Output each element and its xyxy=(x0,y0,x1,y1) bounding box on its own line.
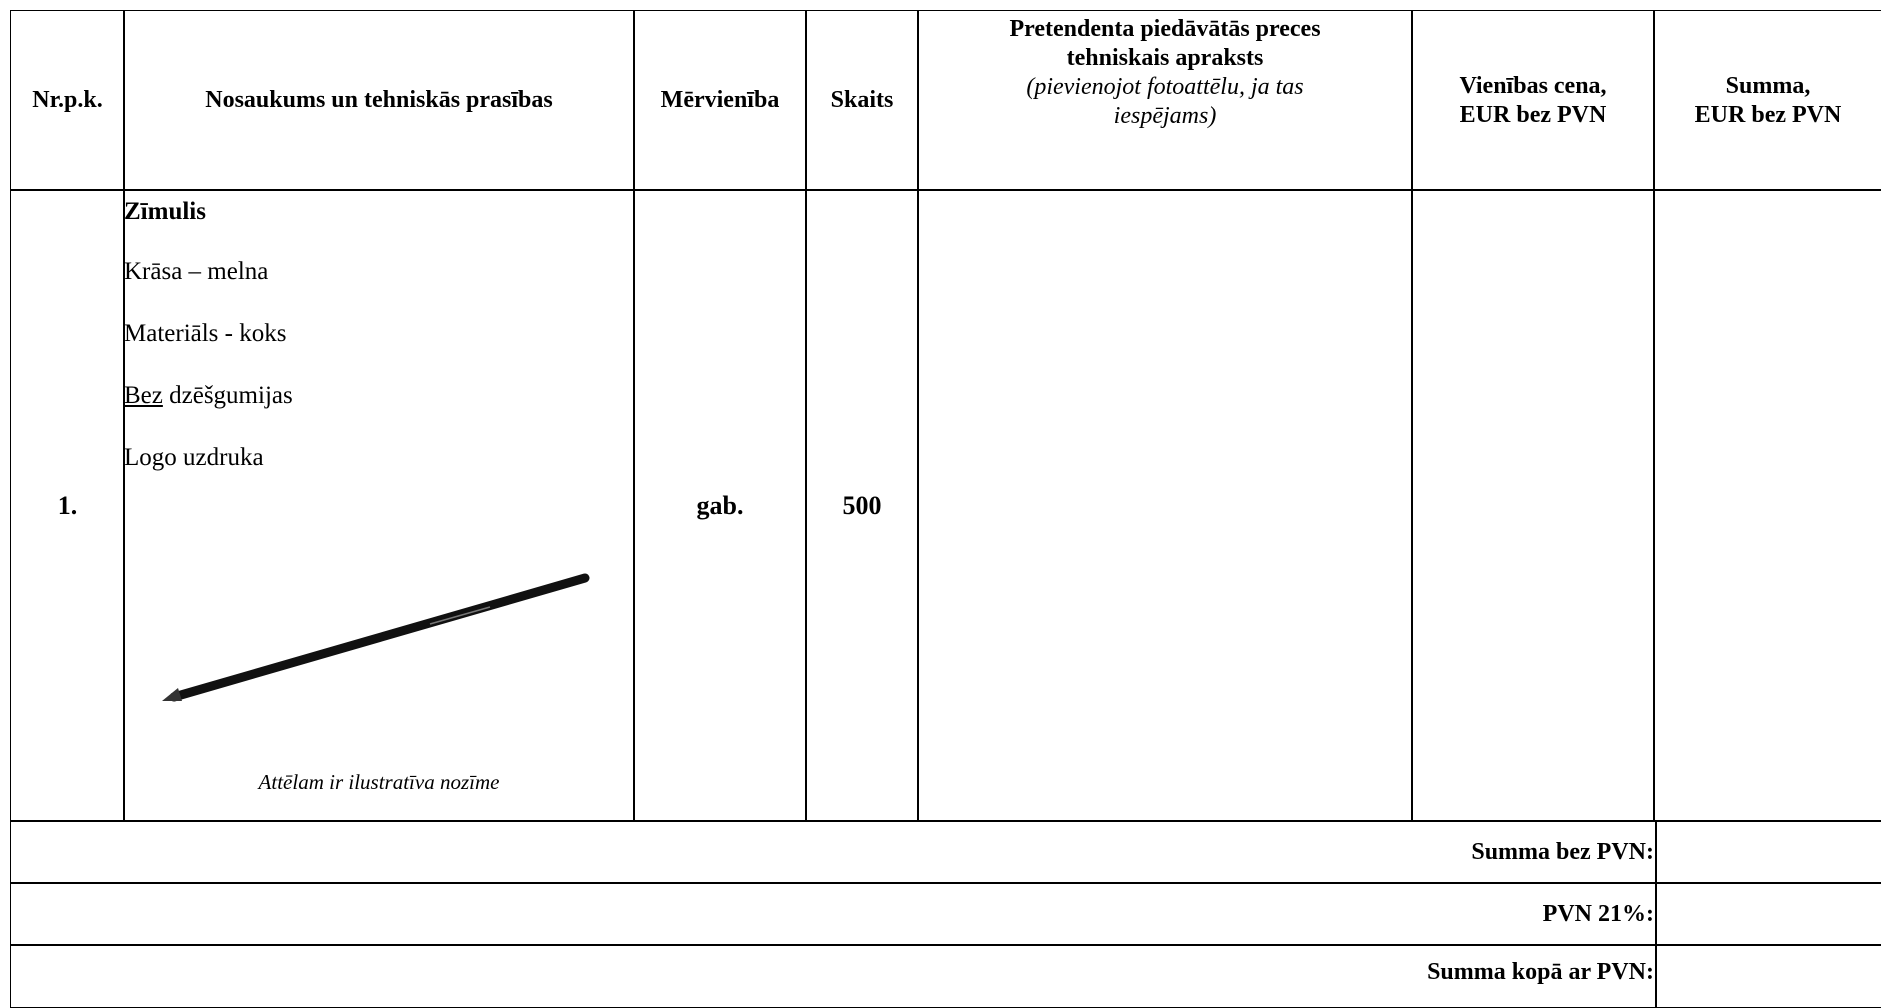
cell xyxy=(917,189,1413,822)
image-caption: Attēlam ir ilustratīva nozīme xyxy=(258,770,500,794)
total-value-cell xyxy=(1655,944,1881,1008)
header-text: EUR bez PVN xyxy=(1459,101,1607,128)
unit: gab. xyxy=(696,490,744,520)
total-label-cell: Summa bez PVN: xyxy=(10,820,1657,884)
header-cell: Pretendenta piedāvātās preces tehniskais… xyxy=(917,10,1413,191)
header-cell: Nosaukums un tehniskās prasības xyxy=(123,10,635,191)
cell xyxy=(1653,189,1881,822)
header-text: tehniskais apraksts xyxy=(1066,45,1264,71)
total-value-cell xyxy=(1655,882,1881,946)
header-text: Vienības cena, xyxy=(1459,72,1607,99)
total-label: Summa bez PVN: xyxy=(1471,838,1654,865)
header-text: EUR bez PVN xyxy=(1694,101,1842,128)
header-text: Skaits xyxy=(830,87,894,113)
header-cell: Skaits xyxy=(805,10,919,191)
row-number: 1. xyxy=(57,490,78,520)
header-text: Mērvienība xyxy=(660,87,780,113)
cell xyxy=(1411,189,1655,822)
item-name: Zīmulis xyxy=(124,198,206,225)
header-cell: Summa, EUR bez PVN xyxy=(1653,10,1881,191)
cell: gab. xyxy=(633,189,807,822)
total-value-cell xyxy=(1655,820,1881,884)
total-label: PVN 21%: xyxy=(1542,900,1654,927)
header-text: Pretendenta piedāvātās preces xyxy=(1009,16,1321,42)
header-text: Summa, xyxy=(1725,72,1811,99)
quantity: 500 xyxy=(842,490,882,520)
spec-line: Bez dzēšgumijas xyxy=(124,382,293,410)
total-label-cell: PVN 21%: xyxy=(10,882,1657,946)
header-cell: Vienības cena, EUR bez PVN xyxy=(1411,10,1655,191)
spec-line: Materiāls - koks xyxy=(124,320,287,347)
spec-underlined: Bez xyxy=(124,382,163,409)
header-text: Nosaukums un tehniskās prasības xyxy=(205,87,553,113)
header-note: (pievienojot fotoattēlu, ja tas iespējam… xyxy=(1026,74,1304,129)
pencil-image xyxy=(162,573,590,702)
header-cell: Mērvienība xyxy=(633,10,807,191)
spec-line: Krāsa – melna xyxy=(124,258,269,285)
spec-line: Logo uzdruka xyxy=(124,444,264,471)
total-label-cell: Summa kopā ar PVN: xyxy=(10,944,1657,1008)
cell: 500 xyxy=(805,189,919,822)
header-cell: Nr.p.k. xyxy=(10,10,125,191)
cell xyxy=(123,189,635,822)
total-label: Summa kopā ar PVN: xyxy=(1427,959,1654,985)
cell: 1. xyxy=(10,189,125,822)
spec-rest: dzēšgumijas xyxy=(162,382,293,409)
header-text: Nr.p.k. xyxy=(32,87,103,113)
